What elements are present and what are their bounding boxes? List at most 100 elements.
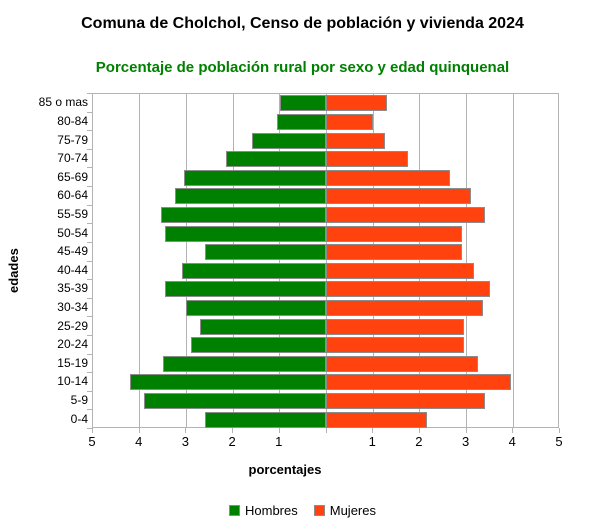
y-axis-label-65-69: 65-69	[57, 169, 88, 184]
bar-mujeres-15-19	[325, 355, 479, 372]
chart-subtitle: Porcentaje de población rural por sexo y…	[95, 59, 510, 76]
x-axis-label-0: 5	[88, 434, 96, 449]
bar-hombres-55-59	[160, 206, 327, 223]
bar-mujeres-5-9	[325, 393, 486, 410]
y-axis-tick-mark	[87, 353, 92, 355]
x-axis-title: porcentajes	[248, 462, 322, 477]
y-axis-tick-mark	[87, 148, 92, 150]
y-axis-label-25-29: 25-29	[57, 318, 88, 333]
bar-mujeres-40-44	[325, 262, 474, 279]
y-axis-tick-mark	[87, 279, 92, 281]
y-axis-tick-mark	[87, 241, 92, 243]
bar-hombres-0-4	[205, 411, 327, 428]
y-axis-label-40-44: 40-44	[57, 262, 88, 277]
bar-hombres-80-84	[277, 113, 327, 130]
y-axis-label-50-54: 50-54	[57, 225, 88, 240]
y-axis-label-45-49: 45-49	[57, 244, 88, 259]
y-axis-tick-mark	[87, 260, 92, 262]
bar-hombres-40-44	[181, 262, 327, 279]
bar-hombres-30-34	[186, 300, 327, 317]
y-axis-label-15-19: 15-19	[57, 355, 88, 370]
grid-line	[279, 94, 281, 427]
y-axis-label-70-74: 70-74	[57, 151, 88, 166]
bar-mujeres-45-49	[325, 244, 462, 261]
y-axis-tick-mark	[87, 111, 92, 113]
x-axis-tick-mark	[185, 428, 187, 433]
y-axis-label-35-39: 35-39	[57, 281, 88, 296]
x-axis-label-6: 1	[368, 434, 376, 449]
grid-line	[185, 94, 187, 427]
y-axis-label-85 o mas: 85 o mas	[38, 95, 88, 110]
y-axis-label-75-79: 75-79	[57, 132, 88, 147]
legend-item-mujeres: Mujeres	[313, 503, 376, 518]
grid-line	[372, 94, 374, 427]
bar-mujeres-50-54	[325, 225, 462, 242]
y-axis-label-60-64: 60-64	[57, 188, 88, 203]
y-axis-tick-mark	[87, 130, 92, 132]
bar-hombres-5-9	[144, 393, 327, 410]
y-axis-tick-mark	[87, 372, 92, 374]
grid-line	[419, 94, 421, 427]
legend-item-hombres: Hombres	[229, 503, 298, 518]
y-axis-label-5-9: 5-9	[70, 393, 88, 408]
bar-hombres-15-19	[163, 355, 327, 372]
y-axis-tick-mark	[87, 93, 92, 94]
y-axis-tick-mark	[87, 297, 92, 299]
bar-mujeres-80-84	[325, 113, 374, 130]
x-axis-tick-mark	[372, 428, 374, 433]
y-axis-label-10-14: 10-14	[57, 374, 88, 389]
grid-line	[326, 94, 327, 427]
bar-hombres-25-29	[200, 318, 327, 335]
y-axis-tick-mark	[87, 316, 92, 318]
y-axis-label-30-34: 30-34	[57, 300, 88, 315]
x-axis-tick-mark	[465, 428, 467, 433]
bar-hombres-65-69	[184, 169, 327, 186]
grid-line	[466, 94, 468, 427]
bar-hombres-10-14	[130, 374, 327, 391]
bar-hombres-85 o mas	[279, 95, 327, 112]
grid-line	[139, 94, 141, 427]
x-axis-label-1: 4	[135, 434, 143, 449]
bar-mujeres-70-74	[325, 151, 409, 168]
bar-mujeres-30-34	[325, 300, 483, 317]
bar-hombres-35-39	[165, 281, 327, 298]
x-axis-tick-mark	[138, 428, 140, 433]
y-axis-tick-mark	[87, 390, 92, 392]
legend-label: Hombres	[245, 503, 298, 518]
legend-swatch-icon-hombres	[229, 505, 240, 516]
y-axis-label-55-59: 55-59	[57, 206, 88, 221]
bar-mujeres-55-59	[325, 206, 486, 223]
grid-line	[232, 94, 234, 427]
bar-mujeres-20-24	[325, 337, 465, 354]
y-axis-tick-mark	[87, 334, 92, 336]
bar-hombres-60-64	[174, 188, 327, 205]
x-axis-tick-mark	[512, 428, 514, 433]
bar-mujeres-75-79	[325, 132, 385, 149]
x-axis-label-4: 1	[275, 434, 283, 449]
x-axis-label-8: 3	[461, 434, 470, 449]
x-axis-label-10: 5	[555, 434, 563, 449]
grid-line	[512, 94, 514, 427]
chart-title: Comuna de Cholchol, Censo de población y…	[81, 15, 524, 32]
legend-label: Mujeres	[329, 503, 376, 518]
bar-hombres-45-49	[205, 244, 327, 261]
bar-mujeres-60-64	[325, 188, 472, 205]
y-axis-tick-mark	[87, 204, 92, 206]
y-axis-tick-mark	[87, 186, 92, 188]
bar-mujeres-35-39	[325, 281, 490, 298]
x-axis-label-2: 3	[181, 434, 189, 449]
bar-hombres-75-79	[251, 132, 327, 149]
y-axis-tick-mark	[87, 223, 92, 225]
x-axis-label-7: 2	[415, 434, 423, 449]
x-axis-label-9: 4	[508, 434, 516, 449]
y-axis-tick-mark	[87, 167, 92, 169]
y-axis-tick-mark	[87, 428, 92, 429]
bar-hombres-70-74	[226, 151, 327, 168]
x-axis-tick-mark	[92, 428, 93, 433]
x-axis-tick-mark	[559, 428, 560, 433]
y-axis-tick-mark	[87, 409, 92, 411]
plot-area	[92, 93, 559, 428]
bar-mujeres-65-69	[325, 169, 451, 186]
y-axis-label-0-4: 0-4	[70, 411, 88, 426]
legend-swatch-icon-mujeres	[313, 505, 325, 516]
